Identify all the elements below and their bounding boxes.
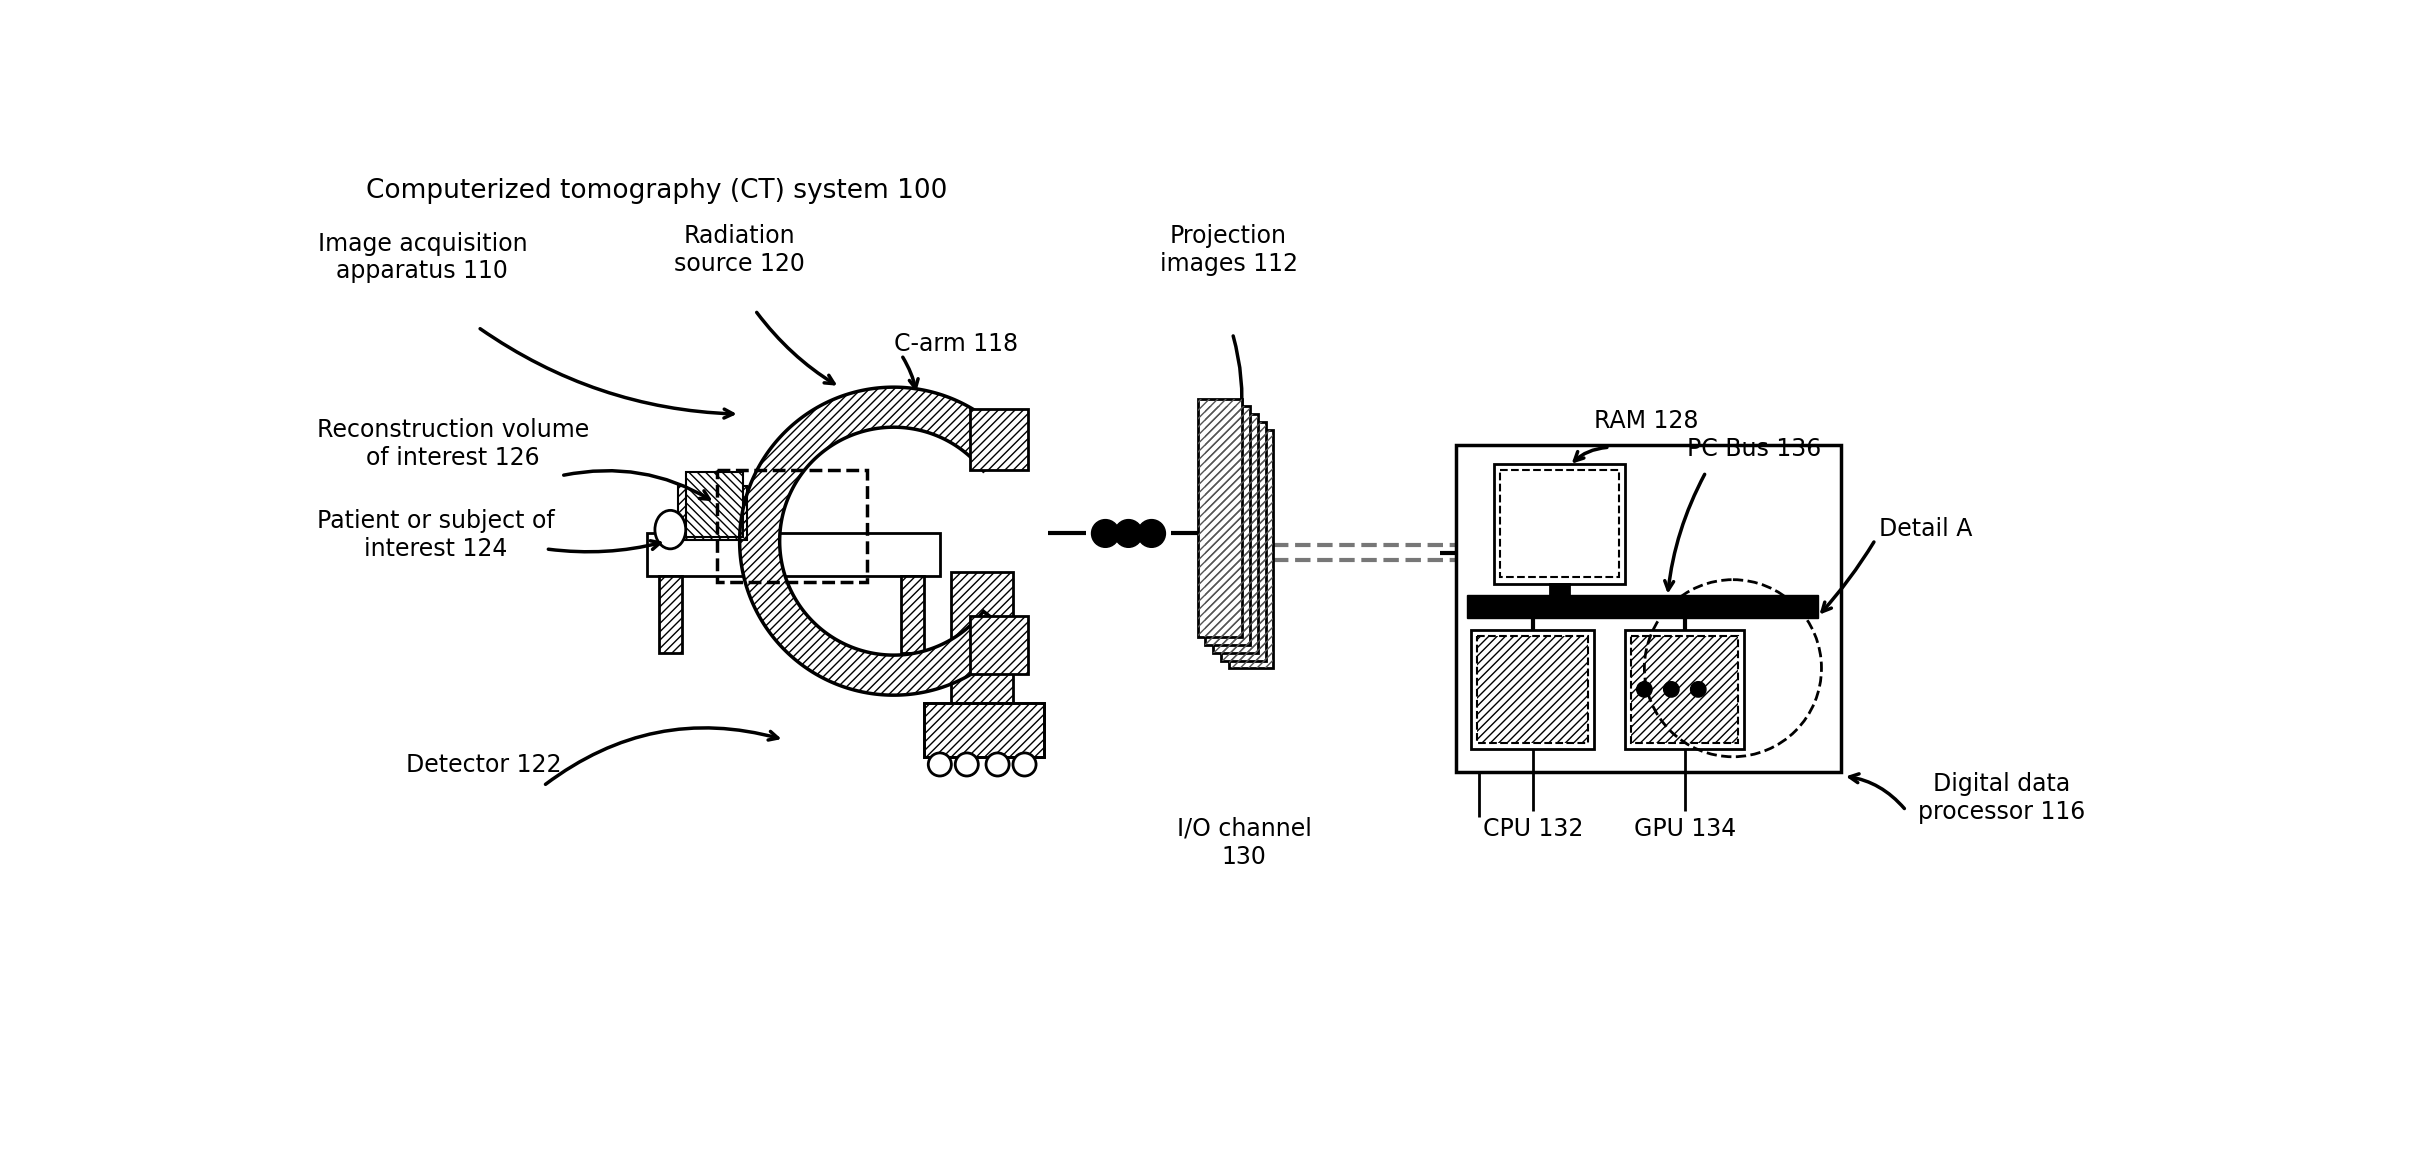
Circle shape (1091, 520, 1120, 548)
Ellipse shape (656, 510, 685, 549)
Text: Image acquisition
apparatus 110: Image acquisition apparatus 110 (317, 231, 527, 284)
Text: RAM 128: RAM 128 (1594, 408, 1698, 433)
Bar (685, 472, 743, 537)
Bar (1500, 470, 1618, 577)
Bar (1229, 429, 1272, 669)
Circle shape (956, 753, 977, 777)
Text: Detector 122: Detector 122 (406, 753, 561, 777)
FancyArrowPatch shape (1664, 474, 1705, 590)
Bar (1471, 630, 1594, 750)
Text: Projection
images 112: Projection images 112 (1159, 224, 1297, 276)
Text: Patient or subject of
interest 124: Patient or subject of interest 124 (317, 509, 554, 561)
Bar (1229, 429, 1272, 669)
Circle shape (987, 753, 1009, 777)
Bar (924, 703, 1043, 757)
Bar (1551, 583, 1570, 612)
Bar (1214, 414, 1258, 653)
Circle shape (1638, 682, 1652, 697)
Circle shape (929, 753, 951, 777)
FancyArrowPatch shape (902, 358, 919, 388)
Text: C-arm 118: C-arm 118 (893, 332, 1018, 355)
Text: Digital data
processor 116: Digital data processor 116 (1918, 772, 2085, 823)
Text: Computerized tomography (CT) system 100: Computerized tomography (CT) system 100 (365, 178, 948, 204)
FancyArrowPatch shape (549, 541, 660, 551)
Bar (970, 408, 1028, 470)
Bar (951, 572, 1014, 706)
Text: Detail A: Detail A (1880, 516, 1971, 541)
FancyArrowPatch shape (757, 312, 835, 384)
Text: GPU 134: GPU 134 (1633, 816, 1737, 841)
Text: I/O channel
130: I/O channel 130 (1176, 816, 1311, 869)
Bar (1222, 422, 1265, 660)
Bar (1222, 422, 1265, 660)
Bar (648, 534, 941, 576)
Bar (902, 576, 924, 653)
Circle shape (1115, 520, 1142, 548)
Bar (970, 616, 1028, 673)
Bar (658, 576, 682, 653)
Bar (1197, 399, 1243, 637)
Bar (1478, 636, 1589, 743)
Bar (1456, 445, 1841, 772)
Bar (1630, 636, 1739, 743)
Circle shape (1014, 753, 1035, 777)
Circle shape (1664, 682, 1679, 697)
Text: Radiation
source 120: Radiation source 120 (675, 224, 806, 276)
Bar (677, 486, 747, 540)
Bar (1468, 595, 1817, 618)
Bar (1205, 406, 1251, 645)
FancyArrowPatch shape (1822, 542, 1875, 611)
Bar (1214, 414, 1258, 653)
Text: PC Bus 136: PC Bus 136 (1686, 438, 1822, 461)
Polygon shape (740, 387, 1016, 696)
Bar (924, 703, 1043, 757)
Circle shape (1137, 520, 1166, 548)
FancyArrowPatch shape (1851, 774, 1904, 808)
Text: CPU 132: CPU 132 (1483, 816, 1582, 841)
Text: Reconstruction volume
of interest 126: Reconstruction volume of interest 126 (317, 418, 590, 469)
FancyArrowPatch shape (564, 470, 709, 500)
FancyArrowPatch shape (547, 728, 779, 785)
FancyArrowPatch shape (1575, 447, 1606, 461)
Bar (1197, 399, 1243, 637)
FancyArrowPatch shape (479, 328, 733, 418)
Bar (716, 470, 866, 582)
Bar (1626, 630, 1744, 750)
Bar (1205, 406, 1251, 645)
Bar (1495, 465, 1626, 583)
Circle shape (1691, 682, 1705, 697)
